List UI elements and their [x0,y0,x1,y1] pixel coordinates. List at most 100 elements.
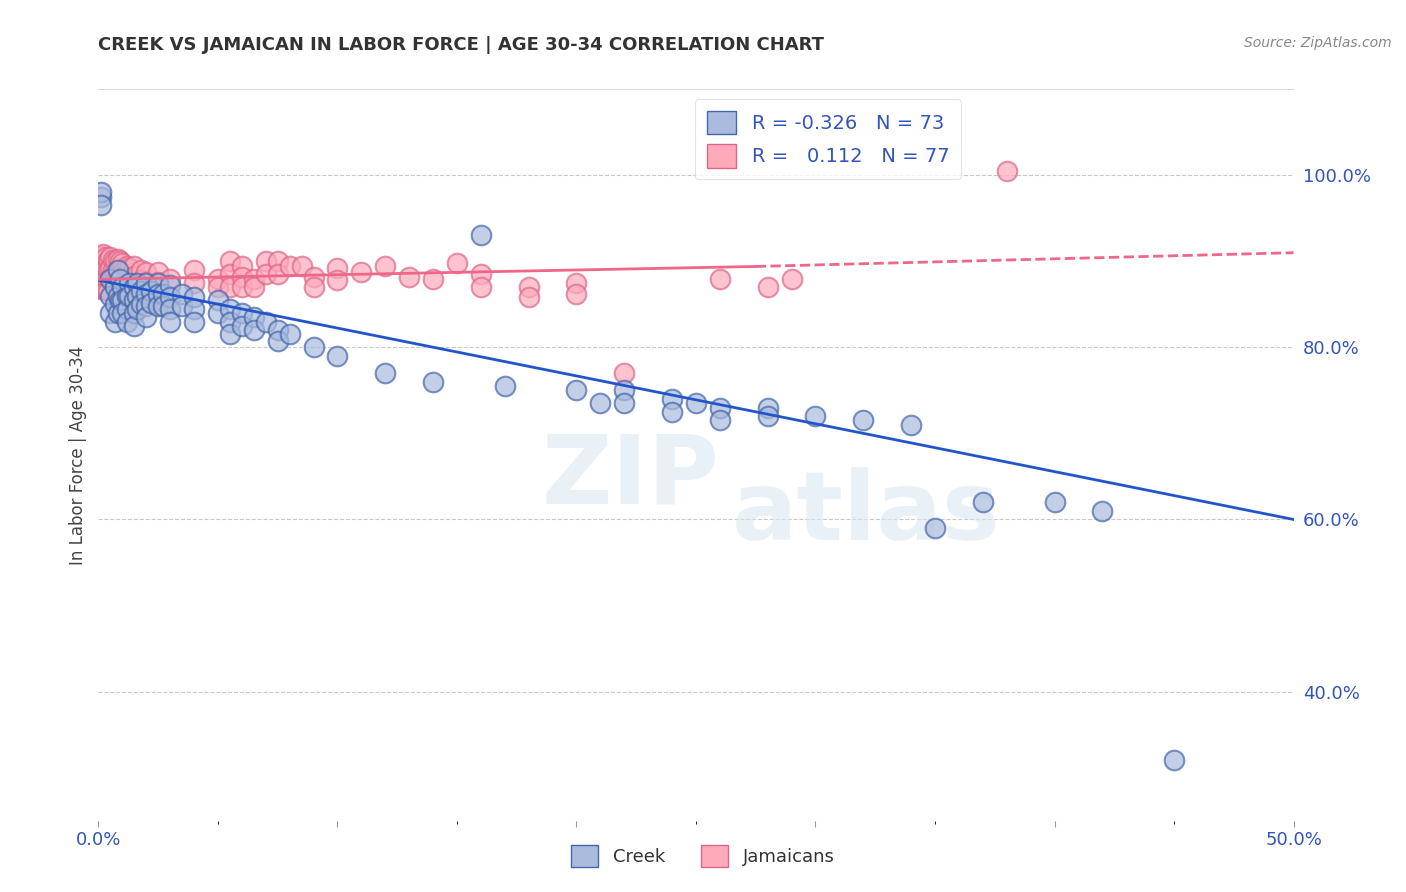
Point [1091,504,1114,518]
Point [207,280,229,294]
Point [94,283,117,297]
Point [115,259,138,273]
Point [267,334,290,349]
Point [90,186,112,200]
Point [90,249,112,263]
Point [302,340,325,354]
Text: atlas: atlas [733,467,1001,560]
Point [135,276,157,290]
Point [108,271,131,285]
Point [135,265,157,279]
Point [87,269,110,284]
Point [398,269,420,284]
Point [219,314,242,328]
Point [135,299,157,313]
Point [97,263,120,277]
Point [565,384,588,398]
Point [470,267,492,281]
Point [254,267,277,281]
Point [613,384,636,398]
Point [90,282,112,296]
Point [108,293,131,307]
Point [152,287,174,301]
Point [124,280,146,294]
Point [183,314,205,328]
Point [374,366,396,380]
Point [302,269,325,284]
Point [231,280,253,294]
Point [267,254,290,268]
Point [231,269,253,284]
Point [243,271,266,285]
Point [131,285,153,299]
Point [97,273,120,287]
Point [231,318,253,333]
Point [90,271,112,285]
Y-axis label: In Labor Force | Age 30-34: In Labor Force | Age 30-34 [69,345,87,565]
Point [1163,753,1185,767]
Point [91,269,114,284]
Point [219,301,242,316]
Point [470,280,492,294]
Point [104,254,127,268]
Point [517,280,540,294]
Point [124,259,146,273]
Point [94,250,117,264]
Point [589,396,612,410]
Point [243,323,266,337]
Point [254,254,277,268]
Point [107,306,129,320]
Point [446,256,468,270]
Point [326,273,349,287]
Point [159,278,181,293]
Point [326,261,349,276]
Point [115,278,138,293]
Point [124,268,146,283]
Point [804,409,827,424]
Point [135,310,157,325]
Point [108,254,131,268]
Point [98,271,122,285]
Point [98,271,122,285]
Point [159,271,181,285]
Point [98,261,122,276]
Point [613,396,636,410]
Point [183,302,205,317]
Point [183,263,205,277]
Point [661,392,683,406]
Point [278,259,301,273]
Point [124,293,146,307]
Point [148,276,170,290]
Point [254,314,277,328]
Point [243,280,266,294]
Point [152,299,174,313]
Point [111,280,134,294]
Point [139,295,162,310]
Point [159,314,181,328]
Point [267,267,290,281]
Point [326,349,349,363]
Point [231,259,253,273]
Point [148,287,170,301]
Point [124,318,146,333]
Point [107,289,129,303]
Point [267,323,290,337]
Point [709,401,731,415]
Point [91,259,114,273]
Point [207,293,229,307]
Point [87,259,110,273]
Point [278,327,301,342]
Point [115,268,138,283]
Point [118,271,141,285]
Point [124,280,146,294]
Point [111,276,134,290]
Point [104,314,127,328]
Point [90,190,112,204]
Point [995,164,1018,178]
Point [148,299,170,313]
Point [565,276,588,290]
Point [756,401,779,415]
Point [98,250,122,264]
Point [135,287,157,301]
Point [125,276,148,290]
